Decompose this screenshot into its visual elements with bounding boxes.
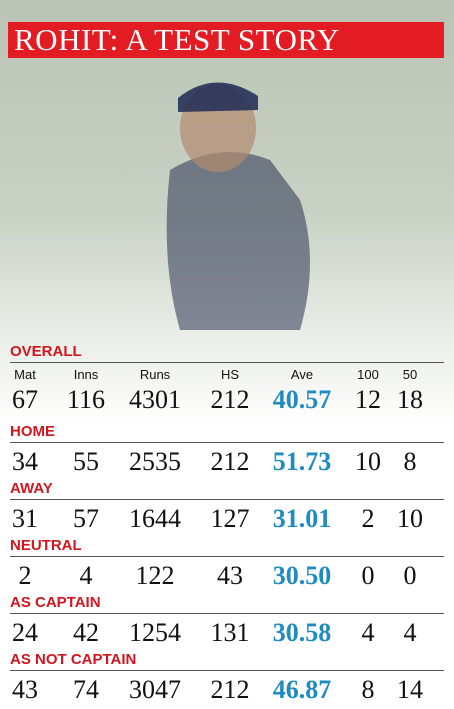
stat-value: 57 (73, 504, 99, 533)
section-label: AS NOT CAPTAIN (10, 651, 137, 668)
stat-value: 131 (210, 618, 250, 647)
stat-value: 31.01 (272, 504, 332, 533)
column-header: Inns (73, 367, 99, 382)
stat-value: 55 (73, 447, 99, 476)
section-label: OVERALL (10, 343, 82, 360)
stat-value: 43 (12, 675, 38, 704)
stat-value: 18 (397, 385, 423, 414)
stat-value: 8 (403, 447, 417, 476)
player-silhouette (166, 152, 310, 330)
stat-value: 1644 (129, 504, 181, 533)
stat-value: 3047 (129, 675, 181, 704)
stat-value: 1254 (129, 618, 181, 647)
stat-value: 31 (12, 504, 38, 533)
stat-value: 4 (403, 618, 417, 647)
stat-value: 10 (397, 504, 423, 533)
column-header: 50 (402, 367, 418, 382)
section-rule (10, 499, 444, 500)
column-header: Ave (290, 367, 314, 382)
section-label: HOME (10, 423, 55, 440)
stat-value: 2535 (129, 447, 181, 476)
stat-value: 4301 (129, 385, 181, 414)
stat-value: 34 (12, 447, 38, 476)
stat-value: 46.87 (272, 675, 332, 704)
stat-value: 2 (18, 561, 32, 590)
stat-value: 43 (217, 561, 243, 590)
stat-value: 30.58 (272, 618, 332, 647)
stat-value: 212 (210, 385, 250, 414)
stat-value: 0 (403, 561, 417, 590)
stat-value: 42 (73, 618, 99, 647)
stat-value: 67 (12, 385, 38, 414)
stat-value: 212 (210, 447, 250, 476)
stat-value: 212 (210, 675, 250, 704)
stat-value: 127 (210, 504, 250, 533)
section-rule (10, 670, 444, 671)
section-label: AS CAPTAIN (10, 594, 101, 611)
section-rule (10, 442, 444, 443)
title: ROHIT: A TEST STORY (8, 22, 444, 58)
stat-value: 12 (355, 385, 381, 414)
stat-value: 30.50 (272, 561, 332, 590)
column-header: HS (220, 367, 240, 382)
section-rule (10, 613, 444, 614)
stat-value: 24 (12, 618, 38, 647)
stat-value: 0 (361, 561, 375, 590)
stat-value: 122 (135, 561, 175, 590)
stat-value: 74 (73, 675, 99, 704)
column-header: Runs (139, 367, 171, 382)
section-rule (10, 362, 444, 363)
stat-value: 14 (397, 675, 423, 704)
section-label: AWAY (10, 480, 53, 497)
stat-value: 4 (79, 561, 93, 590)
player-cap (178, 82, 258, 112)
section-label: NEUTRAL (10, 537, 82, 554)
stat-value: 10 (355, 447, 381, 476)
column-header: Mat (14, 367, 36, 382)
stat-value: 51.73 (272, 447, 332, 476)
stat-value: 2 (361, 504, 375, 533)
stat-value: 8 (361, 675, 375, 704)
column-header: 100 (357, 367, 379, 382)
section-rule (10, 556, 444, 557)
stat-value: 116 (66, 385, 106, 414)
stat-value: 40.57 (272, 385, 332, 414)
stat-value: 4 (361, 618, 375, 647)
